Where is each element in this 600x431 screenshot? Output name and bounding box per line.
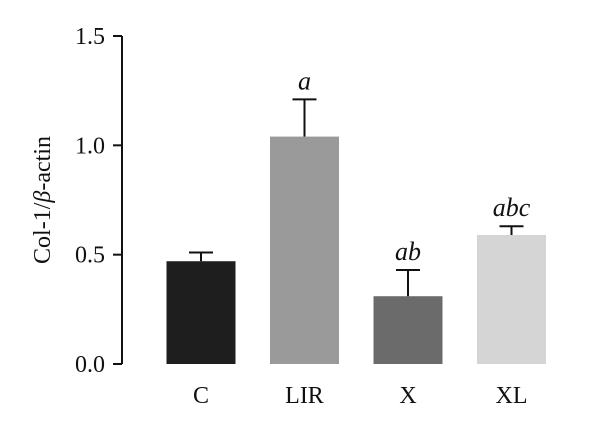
y-tick-label: 0.0: [75, 352, 105, 378]
bar-lir: [270, 136, 339, 364]
y-tick-label: 1.5: [75, 24, 105, 50]
bars: [166, 136, 546, 364]
y-axis-label: Col-1/β-actin: [30, 136, 56, 264]
significance-lir: a: [298, 66, 311, 95]
bar-x: [373, 296, 443, 364]
category-labels: C LIR X XL: [193, 383, 528, 409]
y-axis-label-suffix: -actin: [30, 136, 56, 191]
category-label-c: C: [193, 383, 209, 409]
y-ticks: 0.0 0.5 1.0 1.5: [75, 24, 122, 378]
y-tick-label: 0.5: [75, 243, 105, 269]
significance-labels: a ab abc: [298, 66, 531, 266]
significance-x: ab: [395, 237, 421, 266]
bar-xl: [477, 234, 546, 364]
bar-c: [166, 261, 236, 364]
y-tick-label: 1.0: [75, 133, 105, 159]
category-label-lir: LIR: [285, 383, 324, 409]
y-axis-label-symbol: β: [30, 191, 56, 204]
category-label-xl: XL: [496, 383, 528, 409]
error-bars: [189, 98, 524, 297]
category-label-x: X: [399, 383, 416, 409]
y-axis-label-prefix: Col-1/: [30, 202, 56, 264]
significance-xl: abc: [493, 193, 531, 222]
